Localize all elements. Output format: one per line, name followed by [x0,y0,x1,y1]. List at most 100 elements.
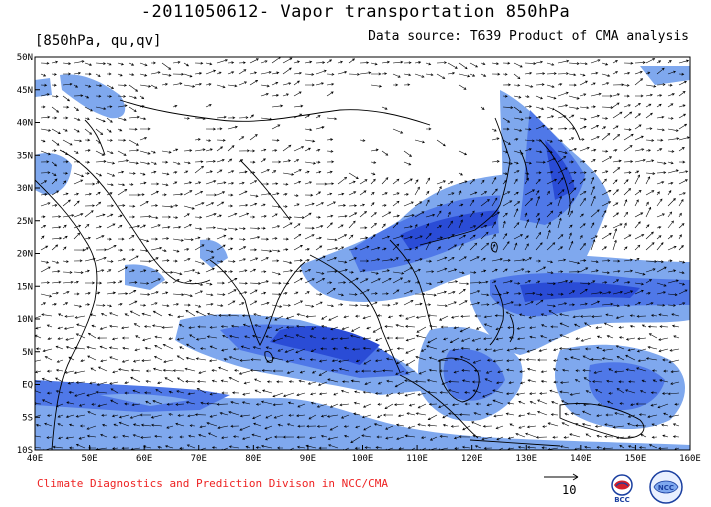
flux-vector [205,180,217,185]
flux-vector [343,346,350,350]
flux-vector [634,124,642,130]
flux-vector [51,128,61,134]
flux-vector [205,249,214,253]
flux-vector [656,282,667,287]
flux-vector [216,234,227,240]
flux-vector [579,117,587,121]
flux-vector [320,434,328,438]
flux-vector [386,336,393,340]
flux-vector [62,105,70,109]
flux-vector [194,190,204,196]
flux-vector [557,217,562,229]
flux-vector [121,336,129,340]
flux-vector [243,381,251,385]
flux-vector [425,127,432,131]
flux-vector [618,380,625,384]
flux-vector [579,73,586,77]
flux-vector [524,116,532,120]
flux-vector [86,345,97,350]
flux-vector [139,269,147,273]
x-tick-label: 140E [570,454,592,464]
flux-vector [101,423,108,427]
flux-vector [421,436,427,439]
flux-vector [623,61,634,65]
flux-vector [310,348,317,353]
flux-vector [315,115,321,119]
flux-vector [362,403,372,408]
flux-vector [623,145,633,152]
coastlines [35,99,645,450]
flux-vector [634,78,644,86]
flux-vector [172,303,180,306]
flux-vector [385,447,394,450]
flux-vector [216,181,227,185]
flux-vector [650,391,658,395]
flux-vector [293,277,303,284]
flux-vector [62,82,73,86]
flux-vector [208,359,218,363]
flux-vector [62,271,73,274]
flux-vector [86,434,97,438]
flux-vector [40,105,46,109]
flux-vector [439,315,449,321]
flux-vector [672,435,680,439]
flux-vector [667,150,675,153]
flux-vector [271,304,283,308]
flux-vector [458,84,467,90]
flux-vector [304,139,316,143]
flux-vector [485,370,493,374]
flux-vector [249,149,256,153]
flux-vector [546,229,551,240]
flux-vector [132,359,141,363]
flux-vector [40,73,47,77]
flux-vector [73,232,81,240]
flux-vector [51,172,57,176]
flux-vector [150,414,163,419]
flux-vector [282,216,293,219]
flux-vector [40,202,51,207]
flux-vector [678,123,688,130]
flux-vector [491,268,498,273]
flux-vector [73,370,86,375]
flux-vector [546,178,558,185]
flux-vector [453,370,460,374]
flux-vector [662,434,669,438]
flux-vector [309,358,317,362]
flux-vector [177,414,185,417]
flux-vector [582,369,592,372]
flux-vector [518,414,526,418]
flux-vector [106,62,112,66]
flux-vector [540,335,548,339]
flux-vector [304,226,315,230]
flux-vector [85,182,96,186]
flux-vector [117,280,123,284]
flux-vector [128,193,141,197]
flux-vector [502,72,508,76]
flux-vector [73,259,83,263]
flux-vector [502,117,511,123]
flux-vector [527,379,537,383]
flux-vector [634,190,642,196]
flux-vector [309,436,317,440]
flux-vector [326,59,333,64]
flux-vector [183,181,193,185]
flux-vector [623,211,629,218]
flux-vector [73,213,84,218]
flux-vector [579,171,587,175]
flux-vector [175,422,185,427]
flux-vector [106,128,112,133]
flux-vector [67,381,75,385]
flux-vector [35,347,42,351]
flux-vector [584,322,592,328]
flux-vector [564,357,570,361]
flux-vector [249,368,262,372]
flux-vector [671,324,680,328]
flux-vector [546,106,556,111]
flux-vector [62,72,72,76]
flux-vector [385,392,394,397]
flux-vector [209,414,218,418]
flux-vector [139,137,148,141]
flux-vector [95,213,106,218]
flux-vector [469,225,477,229]
flux-vector [65,337,75,341]
